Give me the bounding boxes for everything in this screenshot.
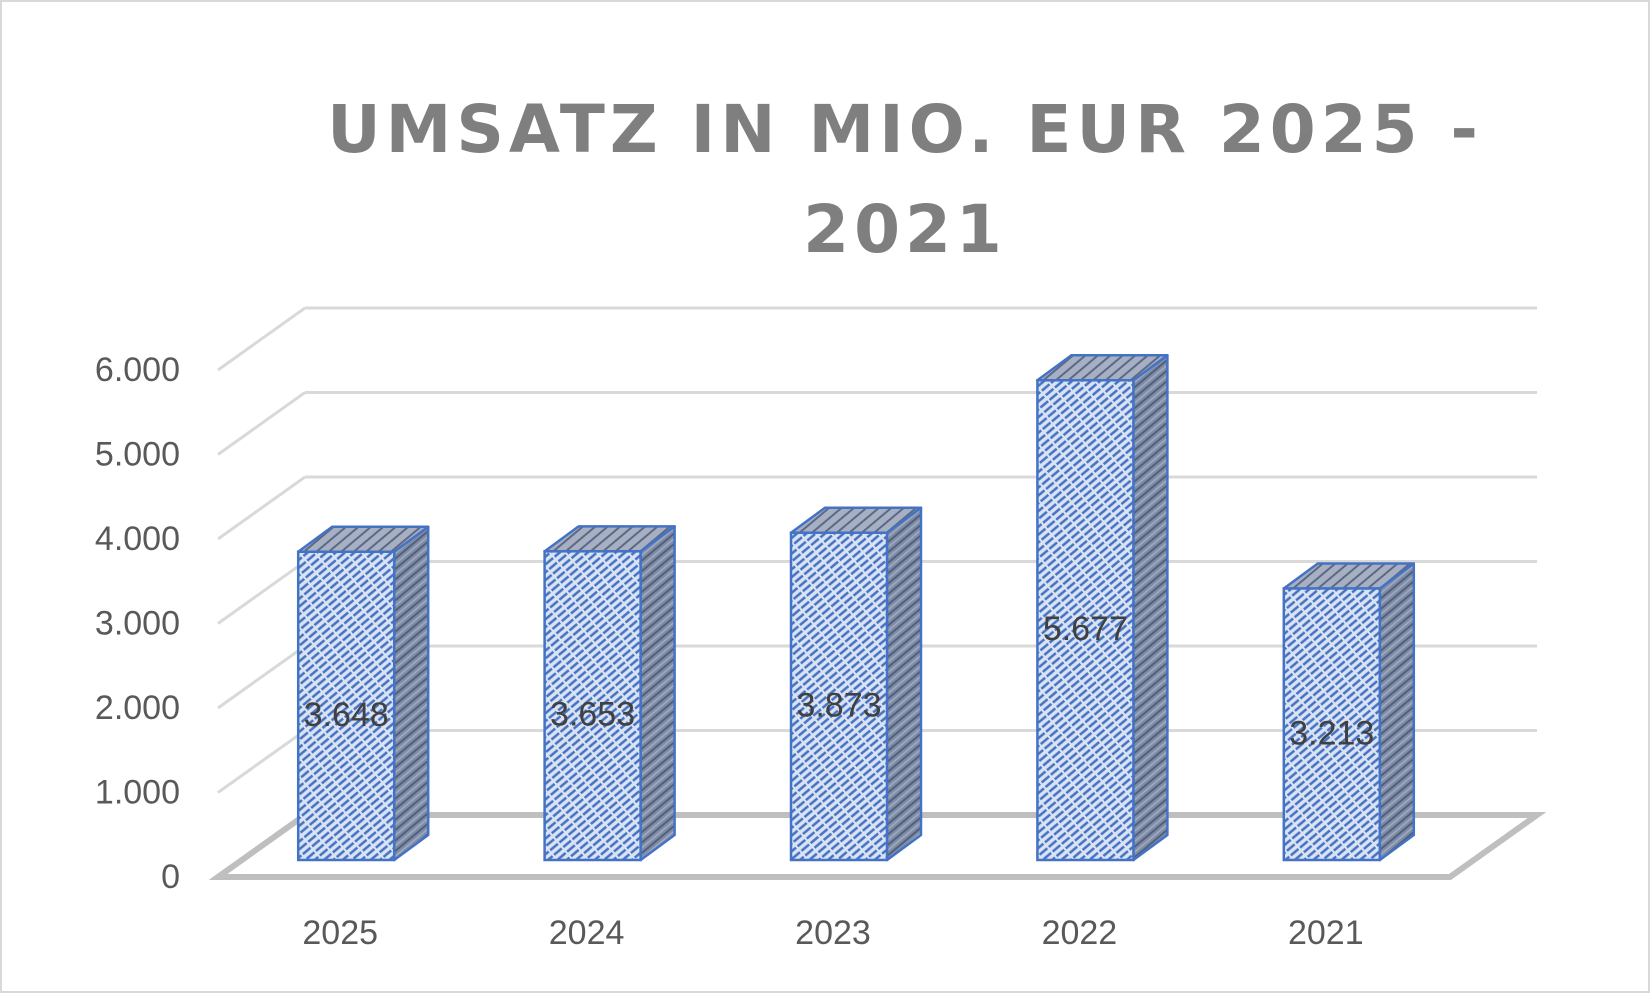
y-tick-label: 0	[161, 858, 180, 896]
data-label: 3.213	[1289, 714, 1374, 752]
bar-front	[1282, 587, 1382, 862]
x-tick-label: 2023	[795, 914, 871, 952]
bar-2025	[296, 525, 430, 862]
y-axis-ticks: 0 1.000 2.000 3.000 4.000 5.000 6.000	[95, 351, 180, 896]
data-label: 3.653	[550, 696, 635, 734]
gridline-side	[217, 306, 306, 372]
bars	[296, 354, 1416, 862]
gridline-side	[217, 729, 306, 794]
data-label: 3.648	[304, 696, 389, 734]
bar-2023	[789, 506, 923, 862]
data-label: 5.677	[1043, 610, 1128, 648]
bar-side	[1132, 354, 1169, 862]
gridline-side	[217, 644, 306, 710]
x-tick-label: 2025	[302, 914, 378, 952]
bar-front	[543, 550, 642, 862]
bar-2021	[1282, 562, 1416, 862]
gridline-side	[217, 560, 306, 625]
y-tick-label: 6.000	[95, 351, 180, 389]
floor-outline	[208, 812, 1547, 880]
bar-front	[1036, 379, 1135, 862]
bar-side	[885, 506, 923, 862]
x-tick-label: 2022	[1042, 914, 1118, 952]
bar-side	[639, 525, 676, 862]
y-tick-label: 1.000	[95, 774, 180, 812]
y-tick-label: 5.000	[95, 436, 180, 474]
y-tick-label: 4.000	[95, 520, 180, 558]
bar-side	[392, 525, 430, 862]
gridline-side	[217, 475, 306, 541]
x-tick-label: 2024	[549, 914, 625, 952]
data-label: 3.873	[796, 686, 881, 724]
data-labels: 3.648 3.653 3.873 5.677 3.213	[304, 610, 1375, 752]
bar-side	[1378, 562, 1416, 862]
x-axis-ticks: 2025 2024 2023 2022 2021	[302, 914, 1363, 952]
y-tick-label: 3.000	[95, 605, 180, 643]
y-tick-label: 2.000	[95, 689, 180, 727]
bar-front	[296, 550, 396, 862]
chart-title: UMSATZ IN MIO. EUR 2025 - 2021	[327, 91, 1483, 268]
gridline-side	[217, 391, 306, 456]
chart-floor	[208, 812, 1547, 880]
bar-front	[789, 531, 889, 862]
bar-2024	[543, 525, 676, 862]
bar-2022	[1036, 354, 1169, 862]
x-tick-label: 2021	[1288, 914, 1364, 952]
